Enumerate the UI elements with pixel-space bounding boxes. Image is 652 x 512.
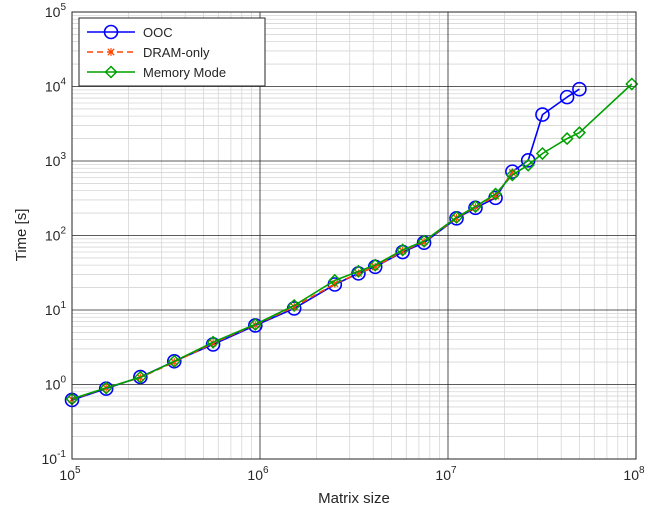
x-tick-label: 108 [623,465,645,483]
series-memory-mode [65,77,639,406]
series-line-memory-mode [71,83,633,400]
data-point-memory-mode [396,243,410,257]
y-tick-label: 105 [45,2,67,20]
x-axis-label: Matrix size [318,490,390,507]
data-point-memory-mode [625,77,639,91]
data-point-ooc [205,337,221,352]
data-point-ooc [535,107,550,122]
data-point-memory-mode [417,234,431,248]
x-axis: 105 106 107 108 [59,465,645,483]
y-tick-label: 101 [45,300,67,318]
data-point-memory-mode [535,146,550,161]
y-tick-label: 100 [45,375,67,393]
data-point-memory-mode [167,354,181,368]
legend-marker [107,48,115,56]
legend-label: DRAM-only [143,45,210,60]
data-point-memory-mode [560,132,574,146]
y-tick-label: 10-1 [42,449,67,467]
data-point-memory-mode [368,258,382,272]
legend-marker [104,65,118,79]
y-tick-label: 103 [45,151,67,169]
plot-frame [71,11,637,460]
data-point-memory-mode [328,273,342,287]
data-point-ooc [572,81,587,97]
data-point-memory-mode [572,126,586,140]
data-point-memory-mode [133,370,147,384]
data-point-memory-mode [248,317,262,332]
data-point-ooc [559,89,575,105]
data-point-memory-mode [521,158,535,172]
data-point-memory-mode [468,199,483,214]
y-tick-label: 102 [45,226,67,244]
x-tick-label: 106 [247,465,269,483]
legend: OOC DRAM-only Memory Mode [78,17,266,87]
data-point-memory-mode [505,168,519,182]
x-tick-label: 105 [59,465,81,483]
data-point-memory-mode [488,187,503,201]
legend-marker [103,24,119,40]
legend-label: OOC [143,25,173,40]
data-point-memory-mode [449,210,464,224]
y-tick-label: 104 [45,77,67,95]
series-layer [64,77,639,408]
x-tick-label: 107 [435,465,457,483]
y-axis: 10-1 100 101 102 103 104 105 [42,2,67,467]
data-point-ooc [395,244,410,260]
data-point-memory-mode [351,264,366,278]
data-point-memory-mode [287,298,301,313]
data-point-memory-mode [206,335,220,349]
legend-label: Memory Mode [143,65,226,80]
y-axis-label: Time [s] [13,209,30,262]
data-point-memory-mode [99,381,113,395]
